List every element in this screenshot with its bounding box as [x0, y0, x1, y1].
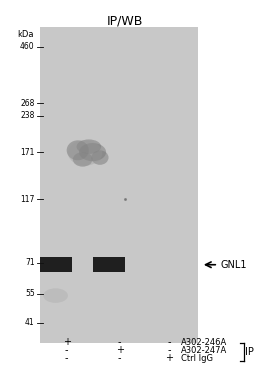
Text: 171: 171 [20, 147, 35, 157]
Text: 71: 71 [25, 258, 35, 268]
Ellipse shape [67, 140, 89, 160]
Text: -: - [65, 345, 68, 355]
Ellipse shape [91, 150, 109, 165]
Text: -: - [167, 345, 171, 355]
Ellipse shape [77, 139, 101, 154]
Text: 55: 55 [25, 289, 35, 298]
Text: 41: 41 [25, 318, 35, 327]
Text: +: + [165, 353, 173, 363]
Text: +: + [63, 337, 71, 347]
Ellipse shape [68, 140, 102, 165]
Text: -: - [167, 337, 171, 347]
Text: 460: 460 [20, 42, 35, 51]
Text: IP/WB: IP/WB [106, 14, 143, 27]
Text: A302-247A: A302-247A [181, 346, 228, 355]
Text: 117: 117 [20, 195, 35, 204]
Text: IP: IP [245, 347, 254, 357]
Text: 268: 268 [20, 98, 35, 108]
Text: GNL1: GNL1 [221, 260, 247, 270]
Text: -: - [118, 353, 121, 363]
Ellipse shape [79, 143, 106, 161]
Bar [40, 257, 72, 272]
Text: 238: 238 [20, 111, 35, 120]
Text: kDa: kDa [17, 30, 34, 40]
Text: +: + [116, 345, 124, 355]
Ellipse shape [43, 288, 68, 303]
Text: -: - [118, 337, 121, 347]
Text: -: - [65, 353, 68, 363]
Bar [40, 27, 198, 343]
Ellipse shape [73, 152, 92, 167]
Text: A302-246A: A302-246A [181, 338, 228, 347]
Bar [92, 257, 125, 272]
Text: Ctrl IgG: Ctrl IgG [181, 354, 213, 363]
